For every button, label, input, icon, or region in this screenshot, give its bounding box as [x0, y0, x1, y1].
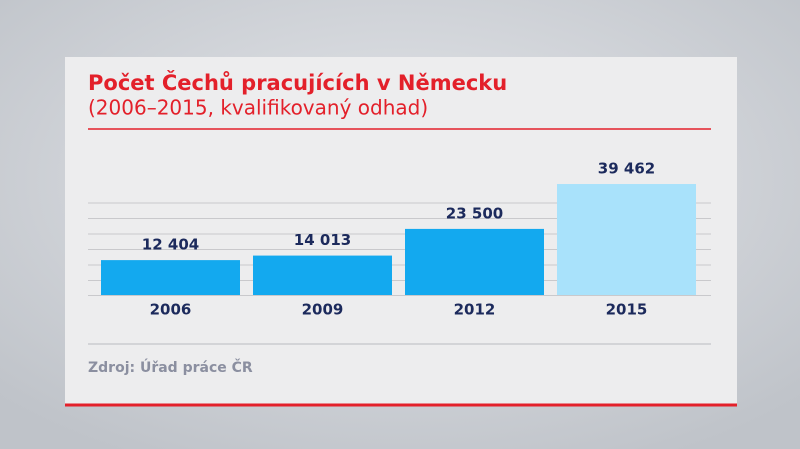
x-tick-label: 2009 — [302, 301, 344, 319]
x-tick-label: 2012 — [454, 301, 496, 319]
source: Zdroj: Úřad práce ČR — [88, 358, 253, 376]
x-tick-label: 2015 — [606, 301, 648, 319]
x-tick-label: 2006 — [150, 301, 192, 319]
value-label: 39 462 — [598, 160, 655, 178]
bar — [557, 184, 696, 295]
value-label: 12 404 — [142, 236, 199, 254]
chart-subtitle: (2006–2015, kvalifikovaný odhad) — [88, 96, 428, 120]
bar — [101, 260, 240, 295]
bar — [253, 255, 392, 295]
value-label: 14 013 — [294, 231, 351, 249]
value-label: 23 500 — [446, 204, 503, 222]
bar — [405, 228, 544, 295]
chart-title: Počet Čechů pracujících v Německu — [88, 70, 507, 95]
